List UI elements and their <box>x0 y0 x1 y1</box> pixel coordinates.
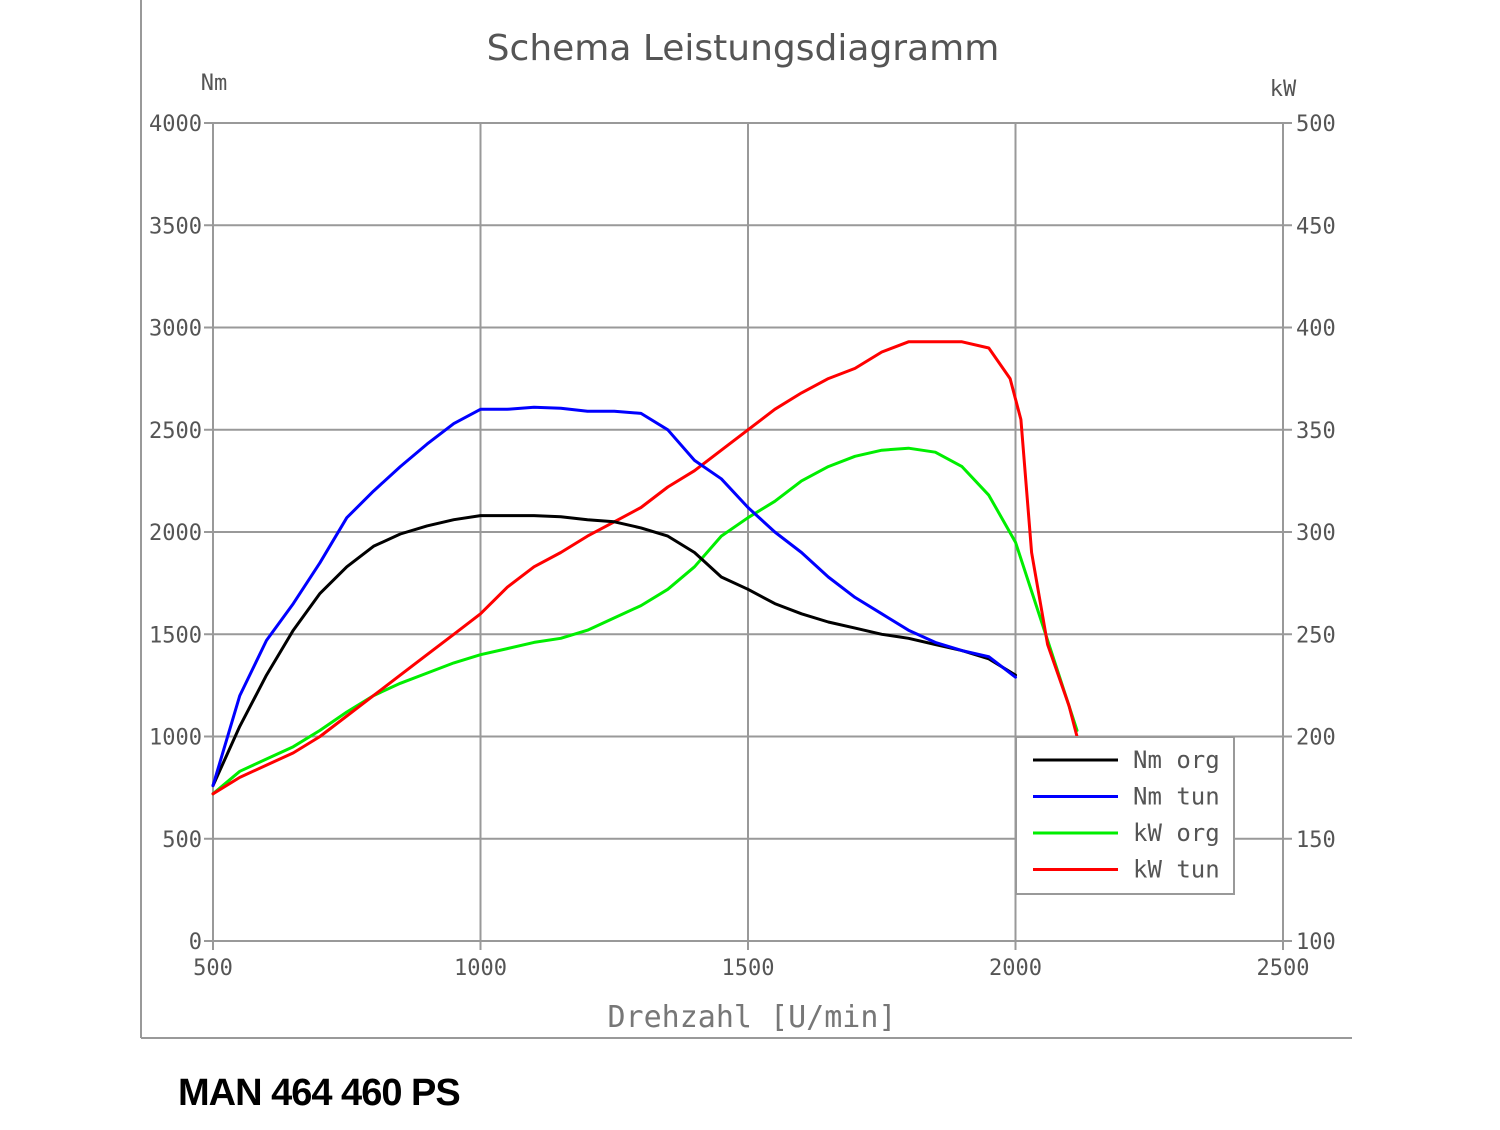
left-tick-label: 500 <box>162 828 202 853</box>
legend-label-nm-org: Nm org <box>1133 746 1220 774</box>
right-tick-label: 450 <box>1296 214 1336 239</box>
left-axis-unit: Nm <box>201 71 228 96</box>
x-tick-label: 2000 <box>989 956 1042 981</box>
right-tick-label: 200 <box>1296 726 1336 751</box>
series-line-nm-tun <box>211 405 1017 788</box>
left-tick-label: 1000 <box>149 726 202 751</box>
series-line-kw-tun <box>211 340 1079 796</box>
legend-items: Nm org Nm tun kW org kW tun <box>1033 746 1220 884</box>
right-tick-label: 100 <box>1296 930 1336 955</box>
x-tick-label: 500 <box>193 956 233 981</box>
chart-title: Schema Leistungsdiagramm <box>487 28 1000 69</box>
left-tick-label: 4000 <box>149 112 202 137</box>
tick-labels: 0 100 500 150 1000 200 1500 250 2000 300 2500 350 30… <box>149 112 1336 981</box>
right-tick-label: 250 <box>1296 623 1336 648</box>
left-tick-label: 2500 <box>149 419 202 444</box>
left-tick-label: 2000 <box>149 521 202 546</box>
x-tick-label: 2500 <box>1257 956 1310 981</box>
legend-label-kw-tun: kW tun <box>1133 856 1220 884</box>
x-axis-label: Drehzahl [U/min] <box>608 1000 897 1035</box>
legend-box <box>1015 736 1235 895</box>
series-line-kw-org <box>211 446 1079 796</box>
x-tick-label: 1000 <box>454 956 507 981</box>
series-line-nm-org <box>211 514 1017 788</box>
left-tick-label: 3500 <box>149 214 202 239</box>
engine-caption: MAN 464 460 PS <box>178 1072 461 1114</box>
x-tick-label: 1500 <box>722 956 775 981</box>
right-tick-label: 150 <box>1296 828 1336 853</box>
left-tick-label: 1500 <box>149 623 202 648</box>
right-tick-label: 500 <box>1296 112 1336 137</box>
right-tick-label: 350 <box>1296 419 1336 444</box>
legend: Nm org Nm tun kW org kW tun <box>1015 736 1235 895</box>
legend-label-kw-org: kW org <box>1133 819 1220 847</box>
left-tick-label: 3000 <box>149 317 202 342</box>
right-tick-label: 400 <box>1296 317 1336 342</box>
left-tick-label: 0 <box>189 930 202 955</box>
right-tick-label: 300 <box>1296 521 1336 546</box>
right-axis-unit: kW <box>1270 77 1297 102</box>
series-layer <box>211 340 1079 796</box>
legend-label-nm-tun: Nm tun <box>1133 783 1220 811</box>
